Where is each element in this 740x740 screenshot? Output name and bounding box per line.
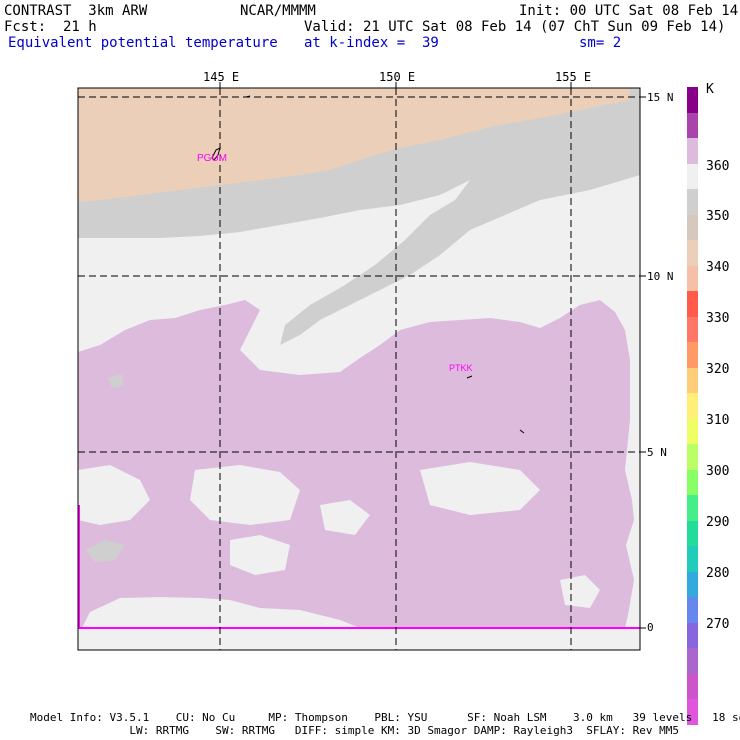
colorbar-swatch-6 <box>687 240 698 266</box>
field-name: Equivalent potential temperature <box>8 35 278 51</box>
level-info: at k-index = 39 <box>304 35 439 51</box>
org-name: NCAR/MMMM <box>240 3 316 19</box>
lat-label-15n: 15 N <box>647 91 674 104</box>
lat-label-0: 0 <box>647 621 654 634</box>
colorbar-swatch-15 <box>687 469 698 495</box>
colorbar-label-330: 330 <box>706 311 730 326</box>
colorbar-swatch-2 <box>687 138 698 164</box>
chuuk-coastline <box>466 375 473 379</box>
guam-coastline <box>211 147 221 161</box>
colorbar-label-270: 270 <box>706 617 730 632</box>
colorbar-swatch-16 <box>687 495 698 521</box>
colorbar-swatch-21 <box>687 622 698 648</box>
colorbar-swatch-8 <box>687 291 698 317</box>
colorbar-swatch-9 <box>687 316 698 342</box>
footer-line-1: Model Info: V3.5.1 CU: No Cu MP: Thompso… <box>30 711 740 724</box>
colorbar-swatch-12 <box>687 393 698 419</box>
island-coastline <box>519 429 525 434</box>
colorbar <box>687 87 698 725</box>
colorbar-swatch-10 <box>687 342 698 368</box>
band-370-region <box>78 300 634 628</box>
colorbar-unit: K <box>706 82 714 97</box>
footer-line-2: LW: RRTMG SW: RRTMG DIFF: simple KM: 3D … <box>30 724 680 737</box>
colorbar-label-280: 280 <box>706 566 730 581</box>
map-frame <box>77 87 641 651</box>
colorbar-swatch-23 <box>687 673 698 699</box>
band-360-hole-4 <box>78 465 150 525</box>
band-350-streak <box>500 130 640 185</box>
islet-coastline <box>245 95 251 98</box>
colorbar-swatch-0 <box>687 87 698 113</box>
colorbar-label-300: 300 <box>706 464 730 479</box>
model-name: CONTRAST 3km ARW <box>4 3 148 19</box>
lon-label-150: 150 E <box>379 70 416 84</box>
colorbar-swatch-7 <box>687 265 698 291</box>
colorbar-swatch-3 <box>687 163 698 189</box>
forecast-hour: Fcst: 21 h <box>4 19 97 35</box>
colorbar-swatch-11 <box>687 367 698 393</box>
colorbar-swatch-13 <box>687 418 698 444</box>
colorbar-swatch-24 <box>687 699 698 725</box>
band-360-hole-2 <box>230 535 290 575</box>
colorbar-swatch-19 <box>687 571 698 597</box>
band-360-hole-6 <box>560 575 600 608</box>
colorbar-label-320: 320 <box>706 362 730 377</box>
lon-label-145: 145 E <box>203 70 240 84</box>
colorbar-swatch-4 <box>687 189 698 215</box>
colorbar-swatch-17 <box>687 520 698 546</box>
band-340-region <box>78 88 630 202</box>
colorbar-label-310: 310 <box>706 413 730 428</box>
band-360-hole-1 <box>190 465 300 525</box>
grid-lines <box>78 88 640 650</box>
colorbar-swatch-22 <box>687 648 698 674</box>
band-350-patch-1 <box>85 540 125 562</box>
colorbar-swatch-20 <box>687 597 698 623</box>
colorbar-swatch-1 <box>687 112 698 138</box>
lat-label-5n: 5 N <box>647 446 667 459</box>
band-350-patch-2 <box>108 374 124 388</box>
colorbar-swatch-14 <box>687 444 698 470</box>
station-label-ptkk: PTKK <box>449 363 473 373</box>
colorbar-label-360: 360 <box>706 159 730 174</box>
smoothing-info: sm= 2 <box>579 35 622 51</box>
colorbar-label-340: 340 <box>706 260 730 275</box>
colorbar-swatch-5 <box>687 214 698 240</box>
colorbar-swatch-18 <box>687 546 698 572</box>
init-time: Init: 00 UTC Sat 08 Feb 14 <box>519 3 739 19</box>
band-360-hole-3 <box>420 462 540 515</box>
station-label-pgum: PGUM <box>197 153 227 164</box>
axis-ticks <box>219 82 646 629</box>
map-area <box>78 88 640 650</box>
lon-label-155: 155 E <box>555 70 592 84</box>
colorbar-label-350: 350 <box>706 209 730 224</box>
colorbar-label-290: 290 <box>706 515 730 530</box>
band-360-hole-5 <box>320 500 370 535</box>
lat-label-10n: 10 N <box>647 270 674 283</box>
valid-time: Valid: 21 UTC Sat 08 Feb 14 (07 ChT Sun … <box>304 19 726 35</box>
